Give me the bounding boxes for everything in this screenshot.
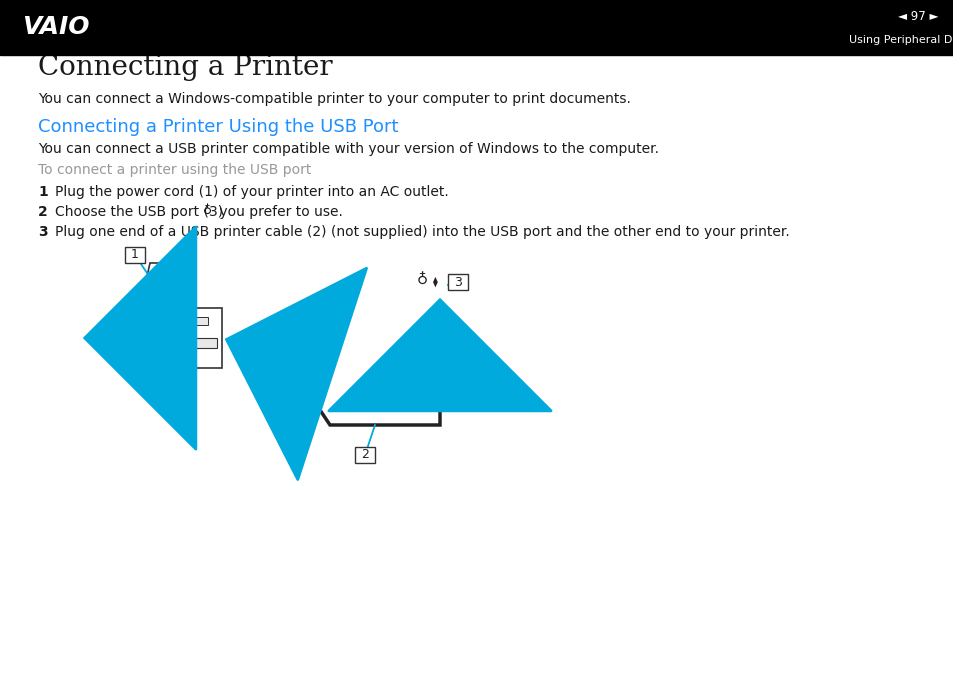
Text: ♁: ♁ [203, 204, 212, 217]
Text: ⧫: ⧫ [432, 276, 437, 287]
Bar [448, 274, 468, 290]
Text: 2: 2 [38, 205, 48, 219]
Polygon shape [262, 344, 284, 362]
Text: you prefer to use.: you prefer to use. [214, 205, 342, 219]
Text: You can connect a Windows-compatible printer to your computer to print documents: You can connect a Windows-compatible pri… [38, 92, 630, 106]
Text: 1: 1 [38, 185, 48, 199]
Bar [125, 247, 145, 263]
Text: ◄ 97 ►: ◄ 97 ► [897, 10, 937, 23]
Polygon shape [140, 263, 194, 308]
Bar [433, 339, 447, 367]
Text: Plug the power cord (1) of your printer into an AC outlet.: Plug the power cord (1) of your printer … [55, 185, 448, 199]
Text: To connect a printer using the USB port: To connect a printer using the USB port [38, 163, 311, 177]
Text: Connecting a Printer Using the USB Port: Connecting a Printer Using the USB Port [38, 118, 398, 136]
Text: 2: 2 [360, 448, 369, 462]
Text: You can connect a USB printer compatible with your version of Windows to the com: You can connect a USB printer compatible… [38, 142, 659, 156]
Text: Connecting a Printer: Connecting a Printer [38, 54, 333, 81]
Text: 3: 3 [454, 276, 461, 288]
Bar [0, 0, 953, 55]
Bar [355, 447, 375, 463]
Text: VAIO: VAIO [22, 16, 90, 40]
Text: Plug one end of a USB printer cable (2) (not supplied) into the USB port and the: Plug one end of a USB printer cable (2) … [55, 225, 789, 239]
Bar [190, 317, 208, 325]
Polygon shape [118, 308, 222, 368]
Bar [430, 325, 450, 370]
Text: 1: 1 [131, 249, 139, 262]
Text: Using Peripheral Devices: Using Peripheral Devices [848, 34, 953, 44]
Bar [125, 320, 154, 332]
Bar [435, 327, 444, 337]
Text: ♁: ♁ [416, 272, 427, 287]
Polygon shape [152, 265, 188, 306]
Bar [123, 338, 216, 348]
Text: 3: 3 [38, 225, 48, 239]
Text: Choose the USB port (3): Choose the USB port (3) [55, 205, 227, 219]
